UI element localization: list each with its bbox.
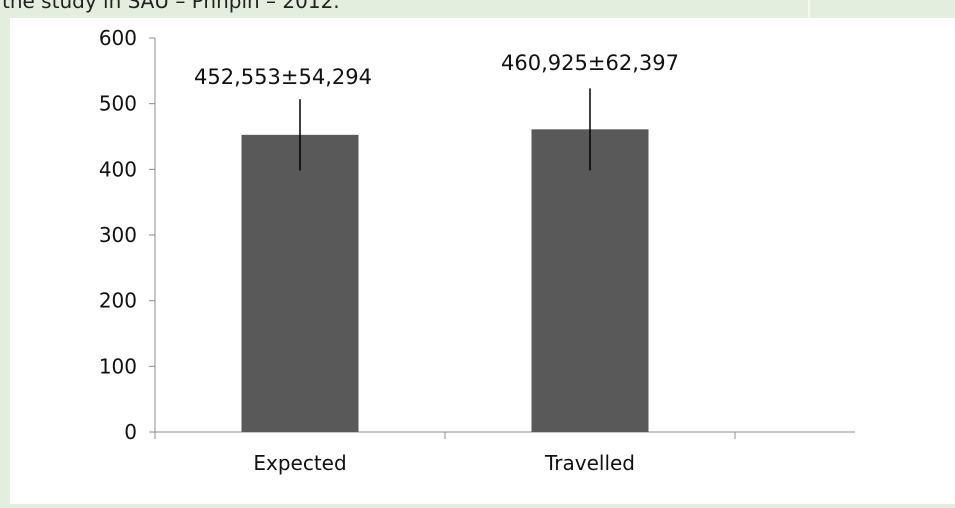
- caption-fragment: the study in SAU – Pnnpin – 2012.: [2, 0, 340, 13]
- bar-chart: 0 100 200 300 400 500 600 Expected Travelled 452,…: [99, 26, 855, 475]
- y-tick-label: 500: [99, 92, 137, 116]
- chart-panel: 0 100 200 300 400 500 600 Expected Travelled 452,…: [10, 18, 955, 504]
- y-tick-label: 400: [99, 157, 137, 181]
- y-tick-label: 600: [99, 26, 137, 50]
- y-tick-label: 300: [99, 223, 137, 247]
- data-label: 460,925±62,397: [501, 51, 679, 75]
- y-tick-label: 100: [99, 354, 137, 378]
- divider: [808, 0, 810, 22]
- left-margin: [0, 22, 10, 504]
- y-tick-label: 0: [124, 420, 137, 444]
- bar-expected: [241, 134, 359, 432]
- y-tick-label: 200: [99, 289, 137, 313]
- data-label: 452,553±54,294: [194, 65, 372, 89]
- bar-travelled: [531, 129, 649, 432]
- x-category-label: Travelled: [544, 451, 635, 475]
- caption-strip: the study in SAU – Pnnpin – 2012.: [0, 0, 955, 22]
- x-category-label: Expected: [253, 451, 346, 475]
